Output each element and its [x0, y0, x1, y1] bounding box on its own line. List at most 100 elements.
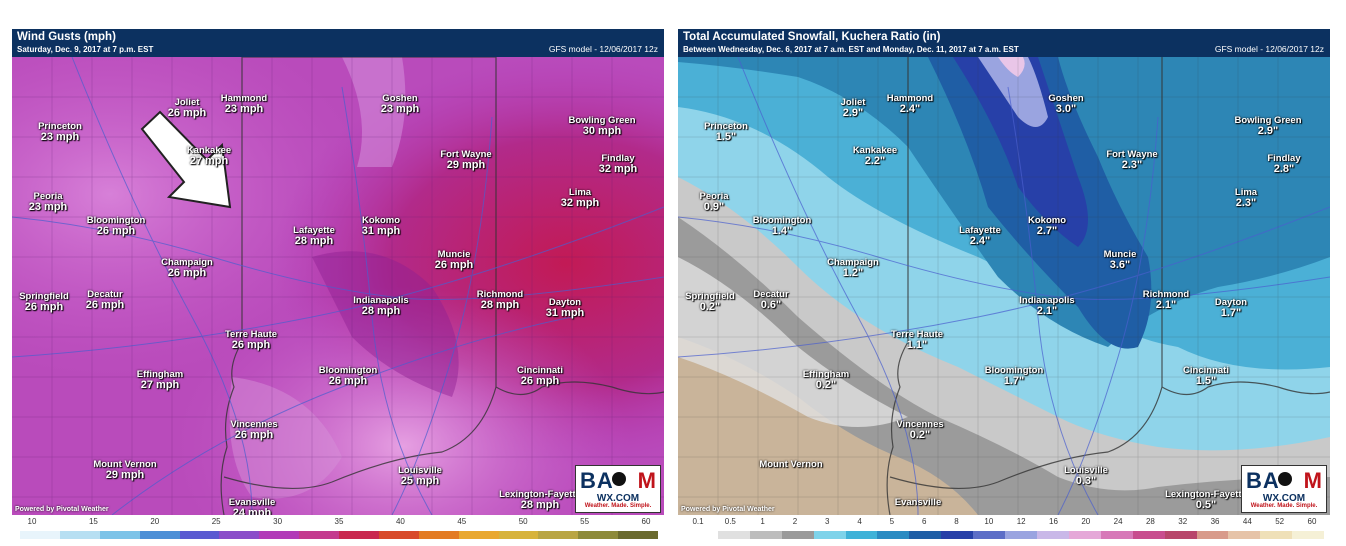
colorbar-swatch — [845, 531, 878, 539]
colorbar-tick-label: 10 — [984, 517, 994, 526]
city-label: Decatur 26 mph — [86, 289, 125, 311]
city-name: Lima — [1234, 187, 1258, 198]
colorbar-swatch — [458, 531, 499, 539]
colorbar-tick-label: 52 — [1275, 517, 1285, 526]
city-name: Vincennes — [896, 419, 944, 430]
colorbar-swatch — [418, 531, 459, 539]
city-name: Bloomington — [752, 215, 812, 226]
city-label: Terre Haute 26 mph — [225, 329, 277, 351]
city-label: Kokomo 31 mph — [362, 215, 401, 237]
powered-by-label: Powered by Pivotal Weather — [681, 506, 775, 513]
city-value: 3.0" — [1055, 103, 1077, 115]
city-value: 2.9" — [1257, 125, 1279, 137]
colorbar-tick-label: 2 — [792, 517, 798, 526]
city-label: Cincinnati 1.5" — [1183, 365, 1229, 387]
colorbar-tick-label: 40 — [395, 517, 405, 526]
city-name: Terre Haute — [890, 329, 944, 340]
city-value: 2.1" — [1155, 299, 1177, 311]
city-label: Goshen 3.0" — [1048, 93, 1083, 115]
city-value: 28 mph — [520, 499, 560, 511]
colorbar-swatch — [578, 531, 619, 539]
logo-domain: WX.COM — [596, 493, 640, 504]
colorbar-tick-label: 45 — [457, 517, 467, 526]
city-label: Decatur 0.6" — [753, 289, 788, 311]
city-label: Fort Wayne 29 mph — [440, 149, 491, 171]
wind-map: Joliet 26 mph Hammond 23 mph Goshen 23 mph Pri… — [12, 57, 664, 515]
city-name: Kokomo — [1028, 215, 1066, 226]
colorbar-swatch — [717, 531, 750, 539]
colorbar-tick-label: 20 — [1081, 517, 1091, 526]
city-value: 0.2" — [909, 429, 931, 441]
colorbar-swatch — [99, 531, 140, 539]
city-label: Joliet 26 mph — [168, 97, 207, 119]
city-value: 26 mph — [96, 225, 136, 237]
city-label: Effingham 27 mph — [137, 369, 183, 391]
colorbar-swatch — [378, 531, 419, 539]
city-label: Indianapolis 28 mph — [353, 295, 408, 317]
city-name: Bloomington — [984, 365, 1044, 376]
colorbar-tick-label: 20 — [150, 517, 160, 526]
city-label: Joliet 2.9" — [841, 97, 866, 119]
city-name: Lafayette — [959, 225, 1001, 236]
city-label: Effingham 0.2" — [803, 369, 849, 391]
city-value: 23 mph — [224, 103, 264, 115]
city-value: 0.2" — [699, 301, 721, 313]
city-name: Louisville — [1064, 465, 1108, 476]
city-name: Kokomo — [361, 215, 400, 226]
city-value: 1.5" — [1195, 375, 1217, 387]
city-name: Vincennes — [230, 419, 278, 430]
city-label: Lexington-Fayette 28 mph — [499, 489, 581, 511]
city-name: Decatur — [753, 289, 789, 300]
wind-map-graphic — [12, 57, 664, 515]
city-label: Dayton 1.7" — [1215, 297, 1247, 319]
city-name: Richmond — [1142, 289, 1190, 300]
colorbar-swatch — [538, 531, 579, 539]
city-name: Kankakee — [852, 145, 898, 156]
city-value: 27 mph — [140, 379, 180, 391]
colorbar-swatch — [1005, 531, 1037, 539]
city-label: Bowling Green 2.9" — [1234, 115, 1301, 137]
city-label: Champaign 1.2" — [827, 257, 879, 279]
city-label: Cincinnati 26 mph — [517, 365, 563, 387]
colorbar-swatch — [1164, 531, 1197, 539]
bam-logo: BA M WX.COM Weather. Made. Simple. — [1241, 465, 1327, 513]
city-name: Lafayette — [293, 225, 335, 236]
city-value: 29 mph — [446, 159, 486, 171]
city-name: Effingham — [136, 369, 184, 380]
colorbar-swatch — [299, 531, 339, 539]
city-label: Bloomington 1.4" — [753, 215, 812, 237]
city-value: 26 mph — [231, 339, 271, 351]
city-name: Richmond — [476, 289, 524, 300]
city-value: 26 mph — [328, 375, 368, 387]
city-name: Kankakee — [186, 145, 232, 156]
city-value: 0.9" — [703, 201, 725, 213]
colorbar-tick-label: 30 — [273, 517, 283, 526]
colorbar-tick-label: 8 — [954, 517, 959, 526]
city-name: Dayton — [1214, 297, 1248, 308]
logo-letter-m: M — [637, 468, 656, 493]
colorbar-swatch — [259, 531, 300, 539]
city-value: 26 mph — [167, 107, 207, 119]
city-value: 2.8" — [1273, 163, 1295, 175]
city-value: 23 mph — [40, 131, 80, 143]
city-name: Princeton — [38, 121, 82, 132]
city-name: Champaign — [827, 257, 879, 268]
city-value: 29 mph — [105, 469, 145, 481]
model-label: GFS model - 12/06/2017 12z — [548, 44, 658, 54]
logo-tagline: Weather. Made. Simple. — [1250, 503, 1318, 509]
city-name: Mount Vernon — [759, 459, 823, 470]
city-value: 26 mph — [167, 267, 207, 279]
colorbar-tick-label: 60 — [1307, 517, 1317, 526]
city-label: Lima 2.3" — [1235, 187, 1257, 209]
city-value: 0.2" — [815, 379, 837, 391]
colorbar-bar — [686, 531, 1325, 539]
city-value: 26 mph — [85, 299, 125, 311]
colorbar-swatch — [973, 531, 1006, 539]
city-name: Indianapolis — [353, 295, 409, 306]
panel-title: Total Accumulated Snowfall, Kuchera Rati… — [683, 31, 941, 43]
colorbar-tick-label: 28 — [1145, 517, 1155, 526]
city-label: Vincennes 0.2" — [896, 419, 943, 441]
city-name: Terre Haute — [224, 329, 278, 340]
city-name: Joliet — [840, 97, 866, 108]
city-label: Peoria 23 mph — [29, 191, 68, 213]
